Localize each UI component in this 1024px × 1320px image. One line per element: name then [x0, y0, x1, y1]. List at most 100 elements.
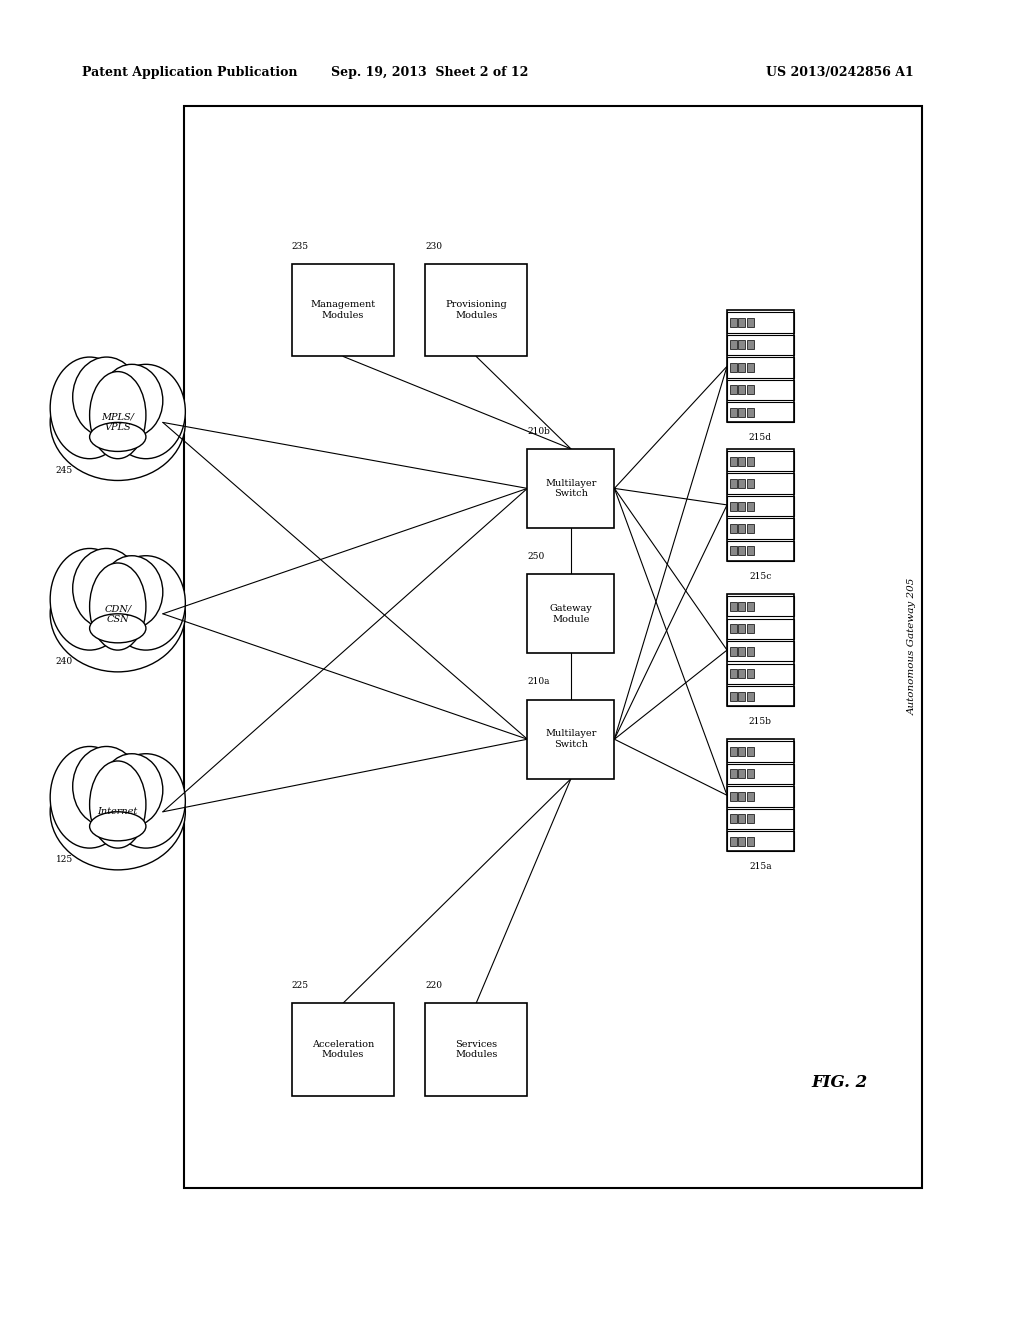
FancyBboxPatch shape — [730, 457, 737, 466]
Text: 215b: 215b — [749, 717, 772, 726]
Text: Internet: Internet — [97, 808, 138, 816]
FancyBboxPatch shape — [738, 457, 745, 466]
Text: 210b: 210b — [527, 426, 550, 436]
Text: 245: 245 — [55, 466, 73, 475]
FancyBboxPatch shape — [746, 363, 754, 372]
FancyBboxPatch shape — [425, 1003, 527, 1096]
FancyBboxPatch shape — [738, 363, 745, 372]
FancyBboxPatch shape — [746, 385, 754, 395]
Ellipse shape — [90, 812, 146, 841]
FancyBboxPatch shape — [746, 624, 754, 634]
FancyBboxPatch shape — [738, 669, 745, 678]
FancyBboxPatch shape — [738, 647, 745, 656]
FancyBboxPatch shape — [730, 502, 737, 511]
FancyBboxPatch shape — [727, 519, 794, 539]
FancyBboxPatch shape — [738, 502, 745, 511]
FancyBboxPatch shape — [730, 408, 737, 417]
FancyBboxPatch shape — [727, 664, 794, 684]
FancyBboxPatch shape — [727, 742, 794, 762]
FancyBboxPatch shape — [746, 341, 754, 350]
Text: 215c: 215c — [750, 572, 771, 581]
FancyBboxPatch shape — [727, 787, 794, 807]
Text: Multilayer
Switch: Multilayer Switch — [545, 479, 597, 498]
FancyBboxPatch shape — [727, 597, 794, 616]
FancyBboxPatch shape — [527, 449, 614, 528]
FancyBboxPatch shape — [738, 692, 745, 701]
FancyBboxPatch shape — [292, 1003, 394, 1096]
Ellipse shape — [106, 754, 185, 847]
FancyBboxPatch shape — [727, 403, 794, 422]
FancyBboxPatch shape — [730, 792, 737, 801]
FancyBboxPatch shape — [730, 837, 737, 846]
Text: MPLS/
VPLS: MPLS/ VPLS — [101, 413, 134, 432]
FancyBboxPatch shape — [730, 524, 737, 533]
FancyBboxPatch shape — [746, 457, 754, 466]
FancyBboxPatch shape — [738, 385, 745, 395]
Ellipse shape — [106, 364, 185, 459]
FancyBboxPatch shape — [738, 479, 745, 488]
Ellipse shape — [100, 556, 163, 628]
FancyBboxPatch shape — [527, 574, 614, 653]
FancyBboxPatch shape — [727, 358, 794, 378]
Text: US 2013/0242856 A1: US 2013/0242856 A1 — [766, 66, 913, 79]
Ellipse shape — [73, 356, 140, 437]
FancyBboxPatch shape — [730, 385, 737, 395]
FancyBboxPatch shape — [727, 686, 794, 706]
Text: Sep. 19, 2013  Sheet 2 of 12: Sep. 19, 2013 Sheet 2 of 12 — [332, 66, 528, 79]
FancyBboxPatch shape — [292, 264, 394, 356]
Text: CDN/
CSN: CDN/ CSN — [104, 605, 131, 623]
FancyBboxPatch shape — [730, 692, 737, 701]
FancyBboxPatch shape — [746, 602, 754, 611]
FancyBboxPatch shape — [730, 363, 737, 372]
Text: Patent Application Publication: Patent Application Publication — [82, 66, 297, 79]
FancyBboxPatch shape — [738, 747, 745, 756]
FancyBboxPatch shape — [727, 619, 794, 639]
Text: Autonomous Gateway 205: Autonomous Gateway 205 — [907, 578, 916, 715]
Text: 215a: 215a — [749, 862, 772, 871]
Ellipse shape — [100, 364, 163, 437]
Ellipse shape — [50, 556, 185, 672]
FancyBboxPatch shape — [746, 408, 754, 417]
FancyBboxPatch shape — [730, 318, 737, 327]
FancyBboxPatch shape — [727, 764, 794, 784]
Ellipse shape — [90, 760, 146, 847]
Text: Acceleration
Modules: Acceleration Modules — [312, 1040, 374, 1059]
FancyBboxPatch shape — [746, 647, 754, 656]
Text: 235: 235 — [292, 242, 309, 251]
FancyBboxPatch shape — [738, 624, 745, 634]
FancyBboxPatch shape — [727, 380, 794, 400]
Ellipse shape — [106, 556, 185, 651]
Text: 240: 240 — [55, 657, 73, 667]
Text: 230: 230 — [425, 242, 442, 251]
FancyBboxPatch shape — [727, 451, 794, 471]
FancyBboxPatch shape — [738, 341, 745, 350]
FancyBboxPatch shape — [746, 837, 754, 846]
Text: 125: 125 — [55, 855, 73, 865]
FancyBboxPatch shape — [727, 313, 794, 333]
FancyBboxPatch shape — [746, 479, 754, 488]
FancyBboxPatch shape — [738, 524, 745, 533]
FancyBboxPatch shape — [738, 602, 745, 611]
FancyBboxPatch shape — [527, 700, 614, 779]
FancyBboxPatch shape — [730, 479, 737, 488]
FancyBboxPatch shape — [730, 546, 737, 556]
FancyBboxPatch shape — [746, 692, 754, 701]
FancyBboxPatch shape — [425, 264, 527, 356]
Text: Gateway
Module: Gateway Module — [550, 605, 592, 623]
Ellipse shape — [90, 562, 146, 651]
FancyBboxPatch shape — [184, 106, 922, 1188]
Ellipse shape — [90, 614, 146, 643]
FancyBboxPatch shape — [738, 792, 745, 801]
Text: Services
Modules: Services Modules — [455, 1040, 498, 1059]
Text: Provisioning
Modules: Provisioning Modules — [445, 301, 507, 319]
FancyBboxPatch shape — [727, 474, 794, 494]
FancyBboxPatch shape — [746, 814, 754, 824]
Ellipse shape — [73, 549, 140, 628]
Ellipse shape — [50, 356, 129, 458]
FancyBboxPatch shape — [730, 602, 737, 611]
FancyBboxPatch shape — [746, 747, 754, 756]
FancyBboxPatch shape — [730, 341, 737, 350]
FancyBboxPatch shape — [727, 541, 794, 561]
FancyBboxPatch shape — [727, 642, 794, 661]
FancyBboxPatch shape — [746, 546, 754, 556]
